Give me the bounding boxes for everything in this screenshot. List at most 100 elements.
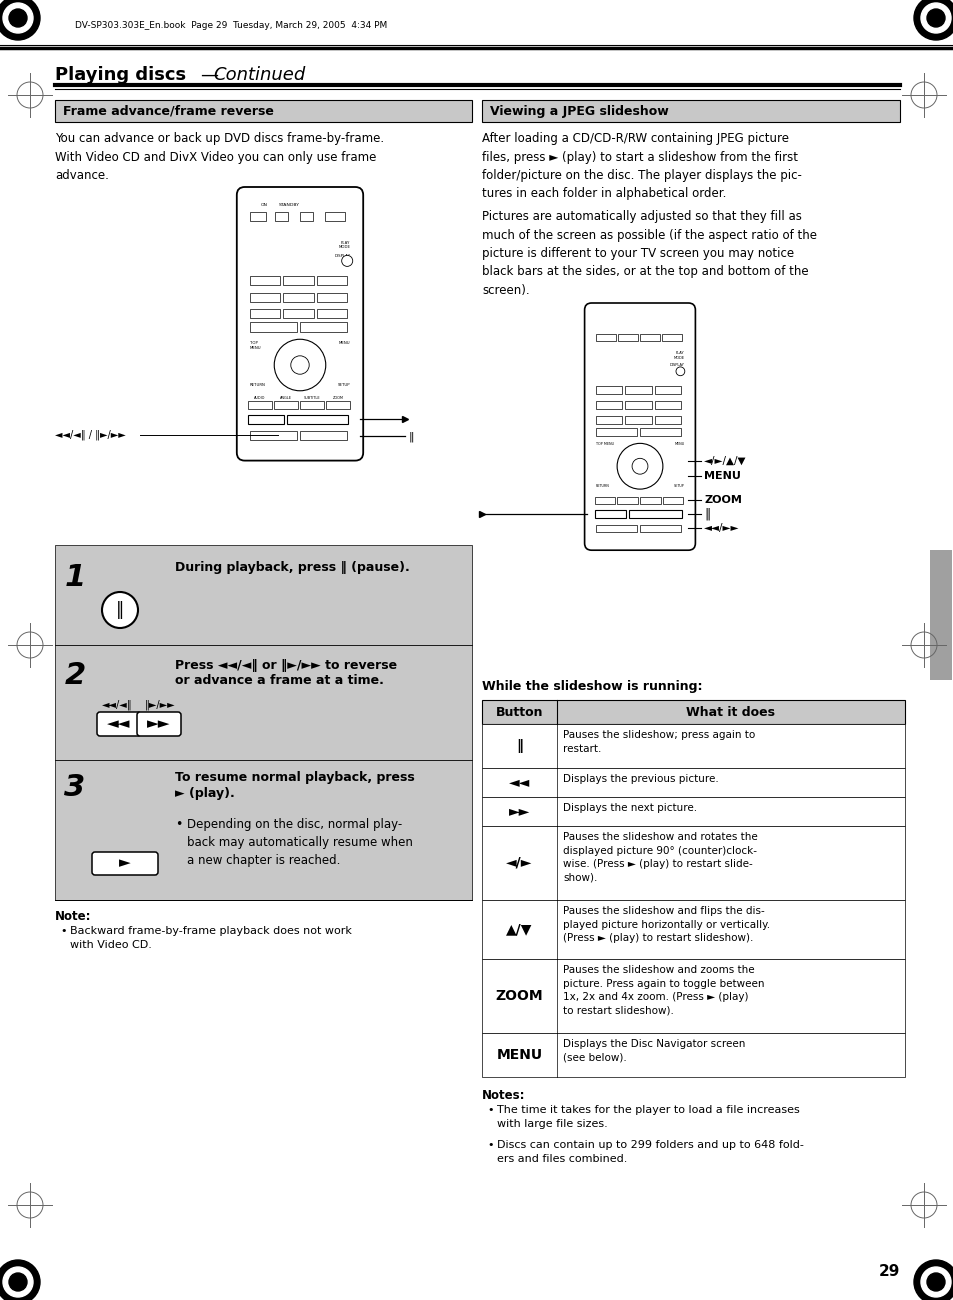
Text: 1: 1	[64, 563, 86, 592]
Text: MENU: MENU	[496, 1048, 542, 1062]
Text: MENU: MENU	[674, 442, 683, 446]
Text: 29: 29	[878, 1265, 899, 1279]
Text: ZOOM: ZOOM	[496, 989, 543, 1004]
Bar	[55, 645, 472, 760]
Bar	[929, 550, 951, 680]
Text: Note:: Note:	[55, 910, 91, 923]
Text: TOP MENU: TOP MENU	[595, 442, 613, 446]
Text: ON: ON	[261, 203, 268, 207]
Text: SUBTITLE: SUBTITLE	[303, 395, 320, 399]
Text: ◄◄/◄‖ / ‖►/►►: ◄◄/◄‖ / ‖►/►►	[55, 429, 126, 439]
Text: •: •	[486, 1105, 493, 1115]
FancyBboxPatch shape	[91, 852, 158, 875]
Bar	[481, 959, 904, 1034]
Text: TOP
MENU: TOP MENU	[250, 341, 261, 350]
Bar	[624, 400, 651, 410]
Text: Notes:: Notes:	[481, 1089, 525, 1102]
Text: SETUP: SETUP	[337, 384, 350, 387]
Text: Displays the Disc Navigator screen
(see below).: Displays the Disc Navigator screen (see …	[562, 1039, 744, 1062]
Bar	[654, 400, 680, 410]
Text: ►: ►	[119, 855, 131, 871]
Text: ◄◄: ◄◄	[508, 776, 530, 789]
Bar	[624, 386, 651, 394]
Bar	[639, 497, 660, 503]
Bar	[283, 276, 314, 285]
Text: •: •	[486, 1140, 493, 1150]
Circle shape	[926, 9, 944, 27]
Circle shape	[676, 367, 684, 376]
FancyBboxPatch shape	[584, 303, 695, 550]
Text: PLAY
MODE: PLAY MODE	[338, 240, 350, 250]
Bar	[481, 900, 904, 959]
Circle shape	[920, 1268, 950, 1297]
Circle shape	[291, 356, 309, 374]
Circle shape	[9, 1273, 27, 1291]
Text: Backward frame-by-frame playback does not work
with Video CD.: Backward frame-by-frame playback does no…	[70, 926, 352, 950]
Text: Displays the next picture.: Displays the next picture.	[562, 803, 697, 812]
Text: Viewing a JPEG slideshow: Viewing a JPEG slideshow	[490, 104, 668, 117]
Text: To resume normal playback, press: To resume normal playback, press	[174, 771, 415, 784]
Bar	[299, 322, 347, 332]
Circle shape	[3, 1268, 33, 1297]
Bar	[595, 524, 637, 532]
Bar	[639, 334, 659, 341]
Text: The time it takes for the player to load a file increases
with large file sizes.: The time it takes for the player to load…	[497, 1105, 799, 1128]
Circle shape	[341, 255, 353, 266]
Text: or advance a frame at a time.: or advance a frame at a time.	[174, 675, 383, 688]
Text: Displays the previous picture.: Displays the previous picture.	[562, 774, 718, 784]
Text: DV-SP303.303E_En.book  Page 29  Tuesday, March 29, 2005  4:34 PM: DV-SP303.303E_En.book Page 29 Tuesday, M…	[75, 22, 387, 30]
Bar	[595, 416, 621, 424]
Bar	[661, 334, 681, 341]
Bar	[639, 524, 680, 532]
Text: ANGLE: ANGLE	[279, 395, 292, 399]
Circle shape	[617, 443, 662, 489]
Circle shape	[0, 0, 40, 40]
Bar	[55, 545, 472, 645]
Text: Discs can contain up to 299 folders and up to 648 fold-
ers and files combined.: Discs can contain up to 299 folders and …	[497, 1140, 803, 1164]
Text: MENU: MENU	[703, 471, 740, 481]
Circle shape	[913, 1260, 953, 1300]
Text: ZOOM: ZOOM	[333, 395, 343, 399]
Bar	[250, 309, 280, 318]
Bar	[481, 100, 899, 122]
Text: 3: 3	[64, 774, 86, 802]
FancyBboxPatch shape	[97, 712, 141, 736]
Text: AUDIO: AUDIO	[253, 395, 265, 399]
Text: Frame advance/frame reverse: Frame advance/frame reverse	[63, 104, 274, 117]
Bar	[55, 760, 472, 900]
Circle shape	[920, 3, 950, 32]
Text: While the slideshow is running:: While the slideshow is running:	[481, 680, 701, 693]
Circle shape	[102, 592, 138, 628]
Circle shape	[926, 1273, 944, 1291]
Bar	[654, 416, 680, 424]
Bar	[481, 826, 904, 900]
Bar	[299, 432, 347, 439]
Text: Pauses the slideshow and zooms the
picture. Press again to toggle between
1x, 2x: Pauses the slideshow and zooms the pictu…	[562, 965, 763, 1015]
Text: ‖►/►►: ‖►/►►	[145, 699, 175, 710]
Text: RETURN: RETURN	[250, 384, 265, 387]
Bar	[248, 400, 272, 408]
Text: SETUP: SETUP	[673, 484, 683, 489]
Bar	[299, 400, 324, 408]
Text: ◄/►/▲/▼: ◄/►/▲/▼	[703, 456, 746, 467]
Text: Pauses the slideshow; press again to
restart.: Pauses the slideshow; press again to res…	[562, 731, 755, 754]
Text: Pictures are automatically adjusted so that they fill as
much of the screen as p: Pictures are automatically adjusted so t…	[481, 211, 816, 296]
Text: DISPLAY: DISPLAY	[669, 363, 683, 368]
Bar	[618, 334, 638, 341]
Text: ‖: ‖	[115, 601, 124, 619]
Text: After loading a CD/CD-R/RW containing JPEG picture
files, press ► (play) to star: After loading a CD/CD-R/RW containing JP…	[481, 133, 801, 200]
Bar	[250, 322, 296, 332]
Text: ► (play).: ► (play).	[174, 788, 234, 801]
Text: ►►: ►►	[508, 805, 530, 819]
Text: ►►: ►►	[147, 716, 171, 732]
Bar	[595, 400, 621, 410]
Text: ‖: ‖	[516, 738, 522, 753]
Bar	[639, 428, 680, 436]
Text: Button: Button	[496, 706, 542, 719]
Text: You can advance or back up DVD discs frame-by-frame.
With Video CD and DivX Vide: You can advance or back up DVD discs fra…	[55, 133, 384, 182]
Circle shape	[913, 0, 953, 40]
Bar	[595, 428, 637, 436]
FancyBboxPatch shape	[236, 187, 363, 460]
Bar	[595, 386, 621, 394]
Text: What it does: What it does	[686, 706, 775, 719]
